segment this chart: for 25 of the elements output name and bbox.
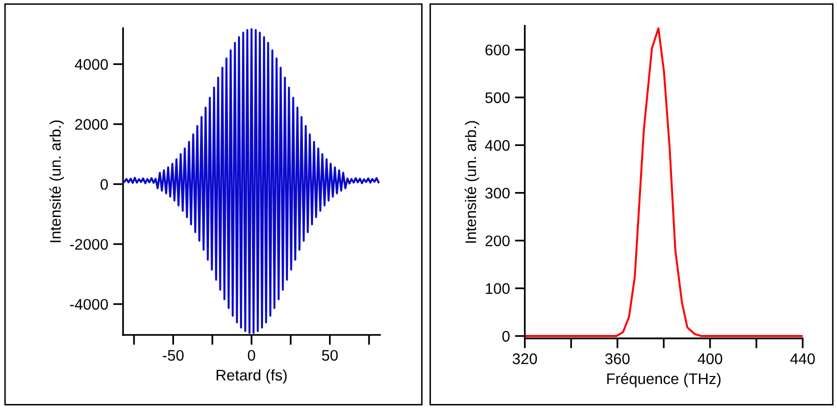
y-axis-title: Intensité (un. arb.) [464, 121, 480, 243]
y-tick-label: 400 [485, 140, 510, 151]
y-tick-label: 200 [485, 235, 510, 246]
x-axis-title: Retard (fs) [216, 369, 287, 384]
x-tick-label: 360 [605, 353, 630, 364]
x-axis-title: Fréquence (THz) [607, 372, 721, 388]
y-tick-label: 500 [485, 92, 510, 104]
y-axis-title: Intensité (un. arb.) [49, 120, 64, 242]
y-tick-label: 0 [502, 330, 510, 342]
line-series [524, 27, 803, 337]
line-series [123, 28, 380, 334]
x-tick-label: 320 [512, 353, 537, 364]
y-tick-label: -2000 [70, 238, 108, 250]
x-tick-label: -50 [162, 350, 184, 361]
x-tick-label: 400 [698, 353, 722, 364]
y-tick-label: 2000 [75, 118, 108, 130]
y-tick-label: 300 [485, 188, 510, 199]
x-tick-label: 50 [322, 350, 338, 361]
x-tick-label: 440 [790, 353, 815, 364]
x-tick-label: 0 [248, 350, 256, 361]
y-tick-label: -4000 [70, 298, 108, 310]
y-tick-label: 4000 [74, 59, 108, 70]
y-tick-label: 600 [486, 44, 510, 56]
y-tick-label: 0 [100, 178, 108, 190]
y-tick-label: 100 [486, 283, 510, 294]
